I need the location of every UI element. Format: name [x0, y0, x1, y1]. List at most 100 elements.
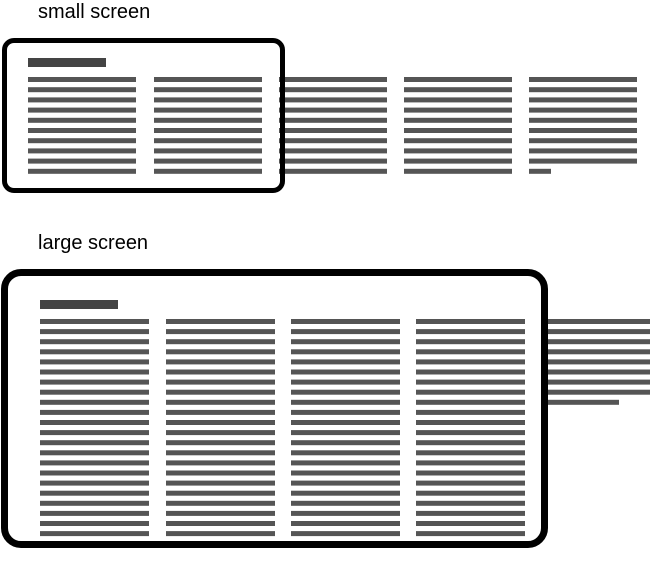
large-text-line-c5-l6	[548, 369, 650, 375]
large-text-line-c1-l16	[40, 470, 149, 476]
large-text-line-c4-l10	[416, 409, 525, 415]
large-text-line-c2-l7	[166, 379, 275, 385]
large-text-line-c1-l17	[40, 480, 149, 486]
large-text-line-c4-l16	[416, 470, 525, 476]
small-text-line-c4-l2	[404, 87, 512, 93]
large-text-line-c2-l21	[166, 521, 275, 526]
large-text-line-c3-l20	[291, 510, 400, 516]
large-text-line-c3-l10	[291, 409, 400, 415]
small-text-line-c3-l3	[279, 97, 387, 103]
small-text-line-c5-l10	[529, 168, 551, 174]
small-text-line-c5-l9	[529, 158, 637, 164]
large-text-line-c3-l5	[291, 359, 400, 365]
large-text-line-c2-l14	[166, 450, 275, 456]
small-text-line-c2-l1	[154, 77, 262, 82]
small-text-line-c1-l4	[28, 107, 136, 113]
large-text-line-c1-l20	[40, 510, 149, 516]
large-text-line-c3-l14	[291, 450, 400, 456]
large-text-line-c1-l21	[40, 521, 149, 526]
small-text-line-c4-l1	[404, 77, 512, 82]
large-text-line-c4-l2	[416, 329, 525, 335]
large-text-line-c4-l20	[416, 510, 525, 516]
small-text-line-c4-l6	[404, 128, 512, 133]
large-text-line-c1-l19	[40, 500, 149, 506]
small-heading-bar	[28, 58, 106, 67]
large-text-line-c2-l19	[166, 500, 275, 506]
small-text-line-c2-l9	[154, 158, 262, 164]
large-text-line-c3-l8	[291, 389, 400, 395]
large-text-line-c2-l4	[166, 349, 275, 355]
small-text-line-c1-l10	[28, 168, 136, 174]
large-text-line-c1-l22	[40, 531, 149, 537]
large-text-line-c4-l5	[416, 359, 525, 365]
small-text-line-c4-l5	[404, 117, 512, 123]
small-text-line-c5-l1	[529, 77, 637, 82]
large-text-line-c3-l16	[291, 470, 400, 476]
large-text-line-c1-l8	[40, 389, 149, 395]
small-text-line-c4-l8	[404, 148, 512, 154]
large-text-line-c4-l18	[416, 490, 525, 496]
large-text-line-c1-l4	[40, 349, 149, 355]
small-text-line-c3-l7	[279, 138, 387, 144]
large-text-line-c4-l17	[416, 480, 525, 486]
large-text-line-c2-l22	[166, 531, 275, 537]
small-text-line-c1-l9	[28, 158, 136, 164]
large-text-line-c2-l18	[166, 490, 275, 496]
large-text-line-c2-l17	[166, 480, 275, 486]
large-text-line-c4-l19	[416, 500, 525, 506]
large-text-line-c1-l13	[40, 440, 149, 446]
large-text-line-c4-l4	[416, 349, 525, 355]
large-text-line-c1-l10	[40, 409, 149, 415]
large-text-line-c2-l5	[166, 359, 275, 365]
large-text-line-c1-l6	[40, 369, 149, 375]
small-screen-label: small screen	[38, 1, 151, 23]
large-text-line-c3-l13	[291, 440, 400, 446]
large-text-line-c4-l7	[416, 379, 525, 385]
small-text-line-c5-l4	[529, 107, 637, 113]
small-screen-frame	[2, 38, 285, 193]
large-text-line-c4-l3	[416, 339, 525, 345]
large-text-line-c2-l13	[166, 440, 275, 446]
small-text-line-c1-l7	[28, 138, 136, 144]
large-text-line-c3-l11	[291, 420, 400, 425]
large-text-line-c3-l21	[291, 521, 400, 526]
small-text-line-c5-l5	[529, 117, 637, 123]
large-text-line-c2-l11	[166, 420, 275, 425]
large-text-line-c3-l9	[291, 399, 400, 405]
small-text-line-c3-l4	[279, 107, 387, 113]
large-text-line-c1-l11	[40, 420, 149, 425]
small-text-line-c5-l3	[529, 97, 637, 103]
large-text-line-c1-l5	[40, 359, 149, 365]
large-text-line-c2-l15	[166, 460, 275, 466]
large-text-line-c3-l1	[291, 319, 400, 324]
large-text-line-c4-l11	[416, 420, 525, 425]
large-text-line-c3-l3	[291, 339, 400, 345]
large-screen-label: large screen	[38, 232, 149, 254]
small-text-line-c4-l3	[404, 97, 512, 103]
small-text-line-c2-l8	[154, 148, 262, 154]
small-text-line-c2-l3	[154, 97, 262, 103]
small-text-line-c3-l6	[279, 128, 387, 133]
small-text-line-c3-l8	[279, 148, 387, 154]
small-text-line-c2-l6	[154, 128, 262, 133]
small-text-line-c1-l3	[28, 97, 136, 103]
large-text-line-c5-l7	[548, 379, 650, 385]
small-text-line-c4-l9	[404, 158, 512, 164]
small-text-line-c1-l8	[28, 148, 136, 154]
small-text-line-c2-l2	[154, 87, 262, 93]
large-text-line-c4-l9	[416, 399, 525, 405]
small-text-line-c4-l7	[404, 138, 512, 144]
large-text-line-c4-l21	[416, 521, 525, 526]
large-text-line-c2-l10	[166, 409, 275, 415]
small-text-line-c3-l1	[279, 77, 387, 82]
small-text-line-c4-l10	[404, 168, 512, 174]
large-text-line-c4-l14	[416, 450, 525, 456]
large-text-line-c3-l4	[291, 349, 400, 355]
large-text-line-c2-l8	[166, 389, 275, 395]
small-text-line-c3-l5	[279, 117, 387, 123]
small-text-line-c1-l6	[28, 128, 136, 133]
large-text-line-c5-l4	[548, 349, 650, 355]
large-text-line-c3-l7	[291, 379, 400, 385]
large-text-line-c1-l9	[40, 399, 149, 405]
large-text-line-c3-l6	[291, 369, 400, 375]
